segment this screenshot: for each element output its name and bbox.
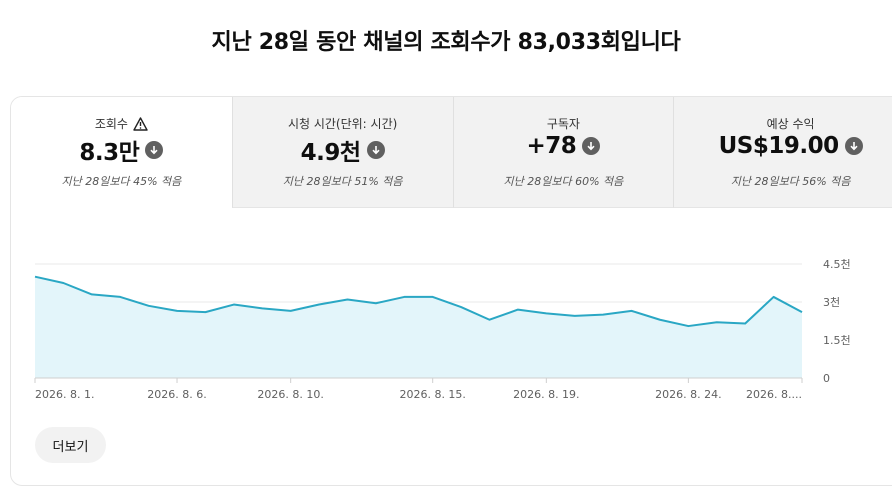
tab-label: 구독자 [546,117,580,131]
tab-value: +78 [526,133,577,159]
tab-delta: 지난 28일보다 56% 적음 [730,175,851,188]
x-tick-label: 2026. 8.... [746,388,802,401]
see-more-button[interactable]: 더보기 [35,427,106,463]
x-tick-label: 2026. 8. 10. [257,388,323,401]
warning-triangle-icon[interactable] [133,116,148,131]
y-tick-label: 0 [823,372,830,385]
tab-label: 예상 수익 [766,117,815,131]
tab-watch-time[interactable]: 시청 시간(단위: 시간) 4.9천 지난 28일보다 51% 적음 [231,97,453,208]
tab-delta: 지난 28일보다 51% 적음 [282,175,403,188]
tab-value: US$19.00 [718,133,840,159]
metric-tabs: 조회수 8.3만 지난 28일보다 45% 적음 시청 시간(단위: 시간) [11,97,892,208]
series-line [34,275,803,328]
x-tick-label: 2026. 8. 19. [513,388,579,401]
series-area [35,276,802,378]
arrow-down-circle-icon [366,141,385,159]
x-tick-label: 2026. 8. 15. [399,388,465,401]
tab-views[interactable]: 조회수 8.3만 지난 28일보다 45% 적음 [11,97,232,208]
page-title: 지난 28일 동안 채널의 조회수가 83,033회입니다 [211,30,681,55]
tab-value: 4.9천 [300,140,361,166]
tab-label: 조회수 [94,117,128,131]
tab-estimated-revenue[interactable]: 예상 수익 US$19.00 지난 28일보다 56% 적음 [673,97,892,208]
x-tick-label: 2026. 8. 1. [35,388,94,401]
tab-delta: 지난 28일보다 45% 적음 [61,175,182,188]
x-tick-label: 2026. 8. 6. [147,388,206,401]
tab-label: 시청 시간(단위: 시간) [287,117,398,131]
analytics-card: 4.5천 3천 1.5천 0 2026. 8. 1. 2026. 8. 6. 2026. 8… [10,96,892,486]
tab-delta: 지난 28일보다 60% 적음 [503,175,624,188]
arrow-down-circle-icon [145,141,164,159]
arrow-down-circle-icon [582,137,601,155]
y-tick-label: 3천 [823,295,840,309]
y-tick-label: 4.5천 [823,257,851,271]
tab-subscribers[interactable]: 구독자 +78 지난 28일보다 60% 적음 [452,97,674,208]
x-tick-label: 2026. 8. 24. [655,388,721,401]
y-tick-label: 1.5천 [823,333,851,347]
views-chart: 4.5천 3천 1.5천 0 2026. 8. 1. 2026. 8. 6. 2026. 8… [34,257,851,401]
arrow-down-circle-icon [844,137,863,155]
tab-value: 8.3만 [79,140,140,166]
